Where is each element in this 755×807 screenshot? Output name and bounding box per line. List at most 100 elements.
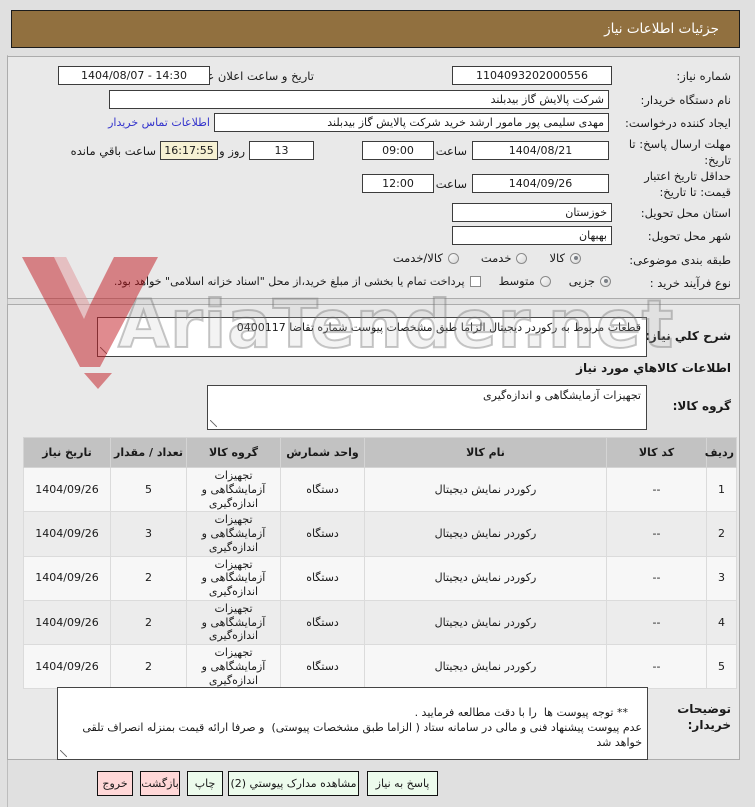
- radio-icon[interactable]: [570, 252, 581, 264]
- radio-icon[interactable]: [600, 275, 611, 287]
- table-row[interactable]: 3 -- رکوردر نمایش دیجیتال دستگاه تجهیزات…: [23, 555, 737, 601]
- cell-row-number: 3: [706, 555, 737, 601]
- cell-unit: دستگاه: [280, 466, 365, 513]
- table-row[interactable]: 2 -- رکوردر نمایش دیجیتال دستگاه تجهیزات…: [23, 511, 737, 557]
- creator-label: ایجاد کننده درخواست:: [625, 116, 731, 130]
- col-header-goods-name: نام کالا: [364, 437, 607, 468]
- reply-time-field[interactable]: 09:00: [362, 141, 434, 160]
- cell-group: تجهیزات آزمایشگاهی و اندازه‌گیری: [186, 511, 281, 557]
- buyer-notes-label: توضیحات خریدار:: [677, 702, 731, 733]
- process-option-minor[interactable]: جزیی: [569, 274, 611, 288]
- cell-goods-code: --: [606, 466, 707, 513]
- announce-datetime-field[interactable]: 1404/08/07 - 14:30: [58, 66, 210, 85]
- cell-goods-name: رکوردر نمایش دیجیتال: [364, 466, 607, 513]
- view-attached-docs-button[interactable]: مشاهده مدارک پیوستي (2): [228, 771, 359, 796]
- buyer-notes-value: ** توجه پیوست ها را با دقت مطالعه فرمایی…: [82, 705, 642, 749]
- resize-handle-icon[interactable]: [210, 420, 217, 427]
- classification-label: طبقه بندی موضوعی:: [629, 253, 731, 267]
- button-label: چاپ: [194, 777, 216, 790]
- cell-goods-name: رکوردر نمایش دیجیتال: [364, 643, 607, 690]
- days-remaining-value: 13: [274, 144, 289, 157]
- radio-icon[interactable]: [447, 252, 459, 264]
- cell-quantity: 2: [110, 599, 187, 646]
- need-number-value: 1104093202000556: [476, 69, 588, 82]
- validity-time-field[interactable]: 12:00: [362, 174, 434, 193]
- buyer-contact-link[interactable]: اطلاعات تماس خریدار: [108, 116, 210, 129]
- resize-handle-icon[interactable]: [60, 750, 67, 757]
- cell-unit: دستگاه: [280, 599, 365, 646]
- process-option-medium[interactable]: متوسط: [499, 274, 551, 288]
- cell-row-number: 2: [706, 511, 737, 557]
- cell-need-date: 1404/09/26: [23, 511, 111, 557]
- buyer-org-value: شرکت پالایش گاز بیدبلند: [490, 93, 604, 106]
- province-label: استان محل تحویل:: [640, 206, 731, 220]
- buyer-notes-textarea[interactable]: ** توجه پیوست ها را با دقت مطالعه فرمایی…: [57, 687, 648, 760]
- cell-goods-name: رکوردر نمایش دیجیتال: [364, 511, 607, 557]
- process-type-options: جزیی متوسط پرداخت تمام یا بخشی از مبلغ خ…: [114, 274, 611, 288]
- province-value: خوزستان: [565, 206, 607, 219]
- process-type-label: نوع فرآیند خرید :: [649, 276, 731, 290]
- countdown-value: 16:17:55: [164, 144, 214, 157]
- button-label: خروج: [102, 777, 128, 790]
- buyer-org-field[interactable]: شرکت پالایش گاز بیدبلند: [109, 90, 609, 109]
- days-and-label: روز و: [219, 144, 245, 158]
- need-number-field[interactable]: 1104093202000556: [452, 66, 612, 85]
- cell-goods-name: رکوردر نمایش دیجیتال: [364, 555, 607, 601]
- classification-option-goods[interactable]: کالا: [549, 251, 581, 265]
- reply-date-field[interactable]: 1404/08/21: [472, 141, 609, 160]
- classification-options: کالا خدمت کالا/خدمت: [393, 251, 581, 265]
- validity-time-value: 12:00: [382, 177, 414, 190]
- price-validity-label: حداقل تاریخ اعتبار قیمت: تا تاریخ:: [644, 169, 731, 199]
- treasury-payment-option[interactable]: پرداخت تمام یا بخشی از مبلغ خرید،از محل …: [114, 275, 481, 288]
- goods-group-value: تجهیزات آزمایشگاهی و اندازه‌گیری: [483, 389, 641, 402]
- checkbox-icon[interactable]: [469, 275, 481, 287]
- reply-date-value: 1404/08/21: [508, 144, 573, 157]
- goods-group-textarea[interactable]: تجهیزات آزمایشگاهی و اندازه‌گیری: [207, 385, 647, 430]
- need-description-value: قطعات مربوط به رکوردر دیجیتال الزاما طبق…: [236, 321, 641, 334]
- validity-date-value: 1404/09/26: [508, 177, 573, 190]
- cell-group: تجهیزات آزمایشگاهی و اندازه‌گیری: [186, 599, 281, 646]
- province-field[interactable]: خوزستان: [452, 203, 612, 222]
- creator-value: مهدی سلیمی پور مامور ارشد خرید شرکت پالا…: [327, 116, 604, 129]
- goods-table: ردیف کد کالا نام کالا واحد شمارش گروه کا…: [23, 437, 737, 690]
- resize-handle-icon[interactable]: [100, 347, 107, 354]
- print-button[interactable]: چاپ: [187, 771, 223, 796]
- cell-row-number: 4: [706, 599, 737, 646]
- table-row[interactable]: 1 -- رکوردر نمایش دیجیتال دستگاه تجهیزات…: [23, 466, 737, 513]
- cell-unit: دستگاه: [280, 643, 365, 690]
- reply-to-need-button[interactable]: پاسخ به نیاز: [367, 771, 438, 796]
- goods-table-header-row: ردیف کد کالا نام کالا واحد شمارش گروه کا…: [23, 437, 737, 468]
- col-header-row-number: ردیف: [705, 437, 737, 468]
- cell-quantity: 5: [110, 466, 187, 513]
- announce-datetime-value: 1404/08/07 - 14:30: [80, 69, 188, 82]
- goods-section-title: اطلاعات کالاهاي مورد نیاز: [576, 361, 731, 375]
- need-description-textarea[interactable]: قطعات مربوط به رکوردر دیجیتال الزاما طبق…: [97, 317, 647, 357]
- validity-date-field[interactable]: 1404/09/26: [472, 174, 609, 193]
- days-remaining-field[interactable]: 13: [249, 141, 314, 160]
- city-field[interactable]: بهبهان: [452, 226, 612, 245]
- col-header-quantity: تعداد / مقدار: [110, 437, 187, 468]
- table-row[interactable]: 5 -- رکوردر نمایش دیجیتال دستگاه تجهیزات…: [23, 643, 737, 690]
- radio-label: کالا/خدمت: [392, 251, 443, 265]
- creator-field[interactable]: مهدی سلیمی پور مامور ارشد خرید شرکت پالا…: [214, 113, 609, 132]
- cell-unit: دستگاه: [280, 555, 365, 601]
- button-label: بازگشت: [141, 777, 179, 790]
- radio-label: جزیی: [568, 274, 595, 288]
- radio-label: خدمت: [480, 251, 512, 265]
- col-header-group: گروه کالا: [186, 437, 281, 468]
- table-row[interactable]: 4 -- رکوردر نمایش دیجیتال دستگاه تجهیزات…: [23, 599, 737, 646]
- cell-group: تجهیزات آزمایشگاهی و اندازه‌گیری: [186, 643, 281, 690]
- page-title-bar: جزئیات اطلاعات نیاز: [11, 10, 740, 48]
- exit-button[interactable]: خروج: [97, 771, 133, 796]
- hours-remaining-label: ساعت باقي مانده: [70, 144, 156, 158]
- need-number-label: شماره نیاز:: [676, 69, 731, 83]
- cell-goods-name: رکوردر نمایش دیجیتال: [364, 599, 607, 646]
- classification-option-goods-service[interactable]: کالا/خدمت: [393, 251, 459, 265]
- cell-quantity: 2: [110, 643, 187, 690]
- radio-icon[interactable]: [516, 252, 528, 264]
- cell-row-number: 5: [706, 643, 737, 690]
- radio-icon[interactable]: [539, 275, 551, 287]
- classification-option-service[interactable]: خدمت: [481, 251, 528, 265]
- need-info-panel: شماره نیاز: 1104093202000556 تاریخ و ساع…: [7, 56, 740, 299]
- back-button[interactable]: بازگشت: [140, 771, 180, 796]
